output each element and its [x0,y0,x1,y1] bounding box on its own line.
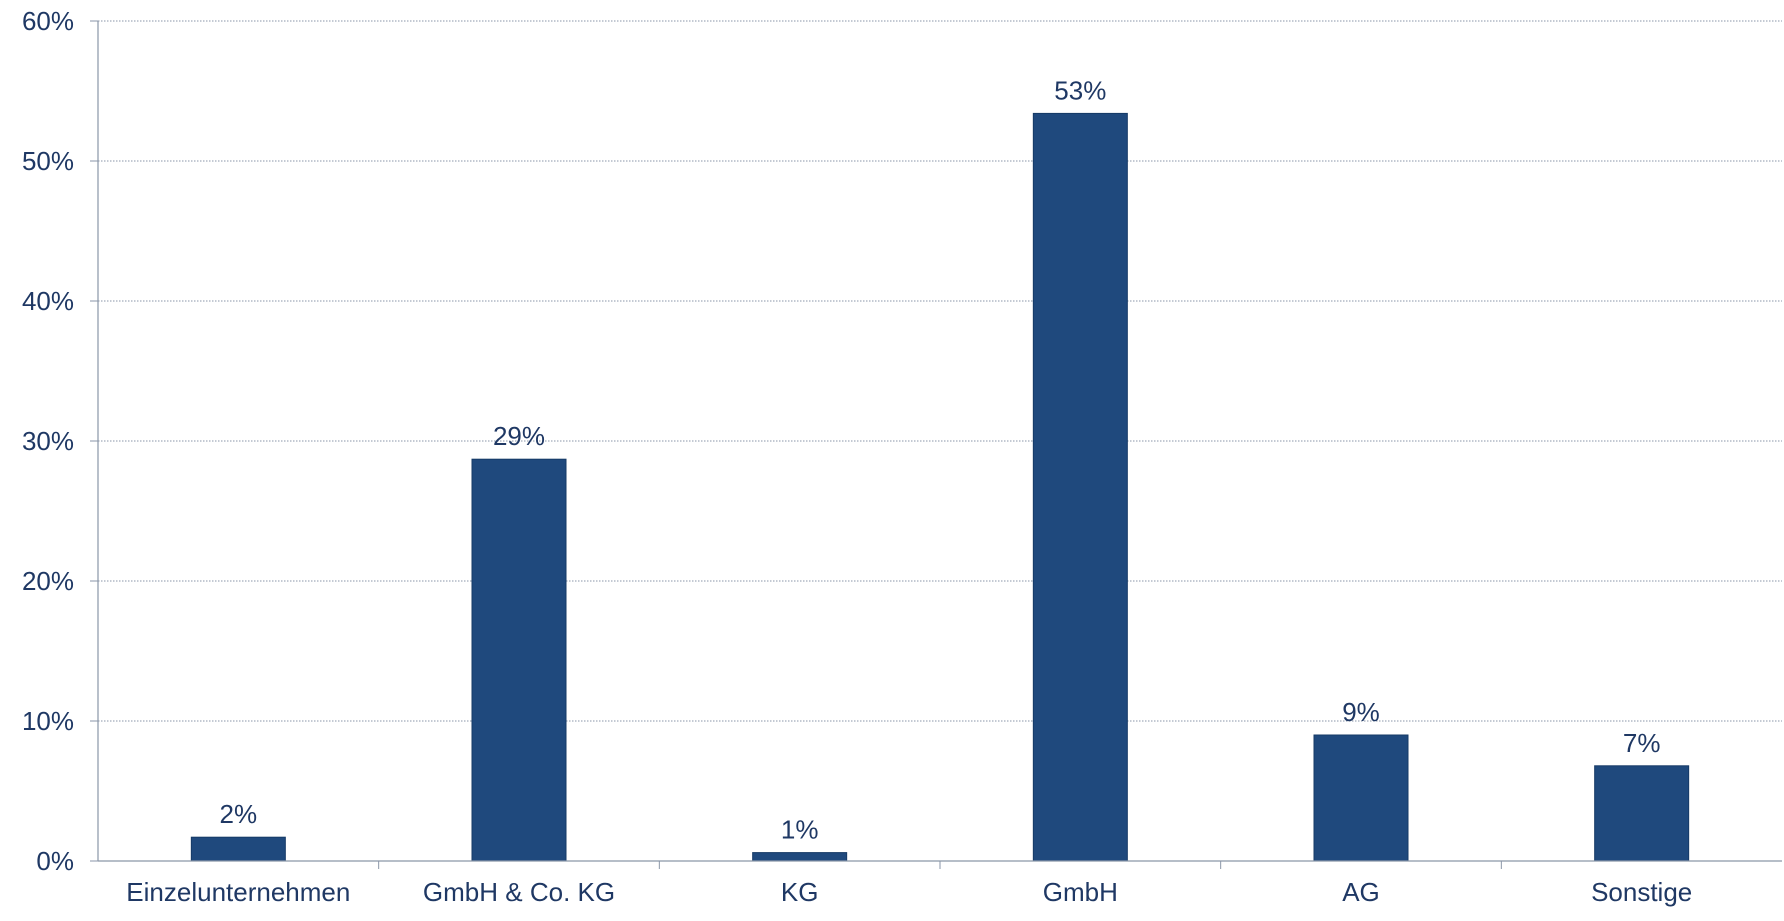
x-tick-label: AG [1342,877,1380,907]
y-tick-label: 50% [22,146,74,176]
bar [471,458,567,862]
data-label: 9% [1342,697,1380,727]
data-label: 29% [493,421,545,451]
data-label: 1% [781,815,819,845]
data-label: 53% [1054,75,1106,105]
bars [190,112,1690,862]
axes [90,20,1782,869]
x-tick-label: GmbH [1043,877,1118,907]
bar [1594,765,1690,862]
gridlines [98,20,1782,722]
bar [752,852,848,862]
x-tick-label: Sonstige [1591,877,1692,907]
x-tick-label: GmbH & Co. KG [423,877,615,907]
y-tick-label: 40% [22,286,74,316]
labels: 0% 10% 20% 30% 40% 50% 60% 2% Einzelunternehmen 2… [22,6,1692,907]
y-tick-label: 60% [22,6,74,36]
x-tick-label: Einzelunternehmen [126,877,350,907]
bar [1032,112,1128,862]
data-label: 2% [220,799,258,829]
y-tick-label: 20% [22,566,74,596]
y-tick-label: 30% [22,426,74,456]
x-tick-label: KG [781,877,819,907]
bar [1313,734,1409,862]
y-tick-label: 10% [22,706,74,736]
data-label: 7% [1623,728,1661,758]
y-tick-label: 0% [36,846,74,876]
bar [190,836,286,862]
